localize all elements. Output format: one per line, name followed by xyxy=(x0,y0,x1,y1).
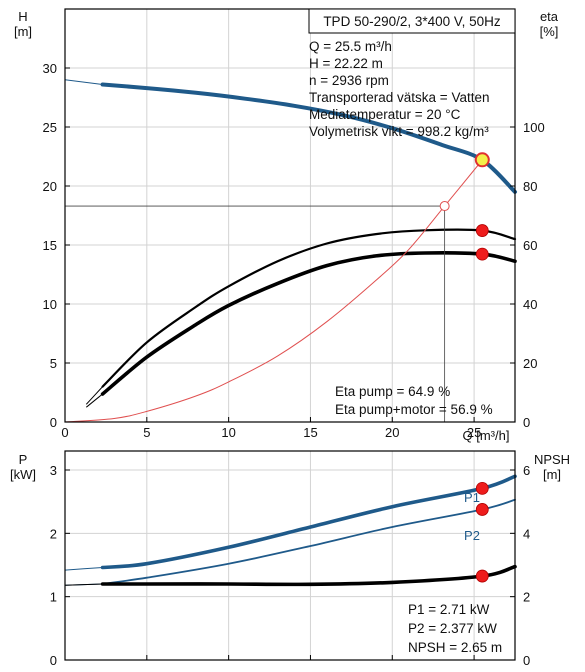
bottom-left-axis-unit: [kW] xyxy=(10,467,36,482)
top-x-axis-title: Q [m³/h] xyxy=(463,428,510,443)
y-left-tick-label: 2 xyxy=(50,526,57,541)
y-right-tick-label: 100 xyxy=(523,120,545,135)
series-label-p1: P1 xyxy=(464,490,480,505)
operating-point-H xyxy=(474,152,490,168)
y-left-tick-label: 1 xyxy=(50,590,57,605)
y-left-tick-label: 3 xyxy=(50,463,57,478)
chart-title: TPD 50-290/2, 3*400 V, 50Hz xyxy=(323,14,501,29)
y-left-tick-label: 15 xyxy=(43,238,57,253)
x-tick-label: 10 xyxy=(221,425,235,440)
series-eta_pump_motor-line xyxy=(100,251,517,396)
p2-value-label: P2 = 2.377 kW xyxy=(408,621,497,636)
operating-point-NPSH xyxy=(475,569,489,583)
operating-point-eta_pump_motor xyxy=(475,247,489,261)
bottom-left-axis-title: P xyxy=(19,452,28,467)
operating-point-eta_pump xyxy=(475,224,489,237)
x-tick-label: 15 xyxy=(303,425,317,440)
y-right-tick-label: 80 xyxy=(523,179,537,194)
y-right-tick-label: 0 xyxy=(523,415,530,430)
x-tick-label: 0 xyxy=(61,425,68,440)
y-left-tick-label: 30 xyxy=(43,61,57,76)
npsh-value-label: NPSH = 2.65 m xyxy=(408,640,502,655)
eta-pump-motor-label: Eta pump+motor = 56.9 % xyxy=(335,402,493,417)
bottom-right-axis-title: NPSH xyxy=(534,452,570,467)
operating-point-P1 xyxy=(475,481,489,495)
series-P1-line xyxy=(100,474,517,570)
series-label-p2: P2 xyxy=(464,528,480,543)
info-line-flow: Q = 25.5 m³/h xyxy=(309,39,392,54)
y-left-tick-label: 0 xyxy=(50,653,57,668)
top-left-axis-unit: [m] xyxy=(14,24,32,39)
y-left-tick-label: 5 xyxy=(50,356,57,371)
series-eta_pump-extension xyxy=(85,386,103,405)
y-right-tick-label: 2 xyxy=(523,590,530,605)
series-eta_pump-line xyxy=(101,228,517,388)
top-right-axis-unit: [%] xyxy=(540,24,559,39)
p1-value-label: P1 = 2.71 kW xyxy=(408,602,490,617)
bottom-right-axis-unit: [m] xyxy=(543,467,561,482)
y-left-tick-label: 20 xyxy=(43,179,57,194)
title-box xyxy=(308,8,516,34)
series-H-line xyxy=(100,82,517,194)
bottom-plot-frame xyxy=(64,450,516,661)
info-line-density: Volymetrisk vikt = 998.2 kg/m³ xyxy=(309,124,489,139)
top-left-axis-title: H xyxy=(18,9,27,24)
series-system-line xyxy=(64,159,483,423)
series-H-extension xyxy=(64,79,103,85)
info-line-speed: n = 2936 rpm xyxy=(309,73,389,88)
eta-pump-label: Eta pump = 64.9 % xyxy=(335,384,450,399)
intersection-marker xyxy=(439,201,450,212)
y-right-tick-label: 6 xyxy=(523,463,530,478)
y-right-tick-label: 4 xyxy=(523,526,530,541)
chart-marks xyxy=(64,79,517,587)
operating-point-P2 xyxy=(475,503,489,516)
series-P2-line xyxy=(101,498,516,585)
y-left-tick-label: 0 xyxy=(50,415,57,430)
y-right-tick-label: 20 xyxy=(523,356,537,371)
y-left-tick-label: 10 xyxy=(43,297,57,312)
series-NPSH-extension xyxy=(64,583,103,586)
y-right-tick-label: 60 xyxy=(523,238,537,253)
top-plot-frame xyxy=(64,8,516,423)
top-right-axis-title: eta xyxy=(540,9,559,24)
top-grid xyxy=(65,9,515,422)
x-tick-label: 5 xyxy=(143,425,150,440)
y-right-tick-label: 0 xyxy=(523,653,530,668)
series-P1-extension xyxy=(64,567,103,571)
y-left-tick-label: 25 xyxy=(43,120,57,135)
info-line-head: H = 22.22 m xyxy=(309,56,383,71)
info-line-liquid: Transporterad vätska = Vatten xyxy=(309,90,489,105)
x-tick-label: 25 xyxy=(467,425,481,440)
y-right-tick-label: 40 xyxy=(523,297,537,312)
x-tick-label: 20 xyxy=(385,425,399,440)
info-line-temperature: Mediatemperatur = 20 °C xyxy=(309,107,461,122)
